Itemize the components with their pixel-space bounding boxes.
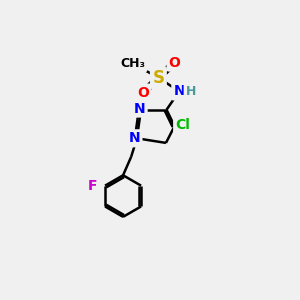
Text: O: O [169, 56, 181, 70]
Text: F: F [88, 179, 97, 193]
Text: S: S [152, 69, 164, 87]
Text: O: O [137, 85, 149, 100]
Text: N: N [173, 84, 185, 98]
Text: N: N [134, 102, 146, 116]
Text: H: H [185, 85, 196, 98]
Text: N: N [129, 131, 140, 145]
Text: Cl: Cl [175, 118, 190, 132]
Text: CH₃: CH₃ [121, 57, 146, 70]
